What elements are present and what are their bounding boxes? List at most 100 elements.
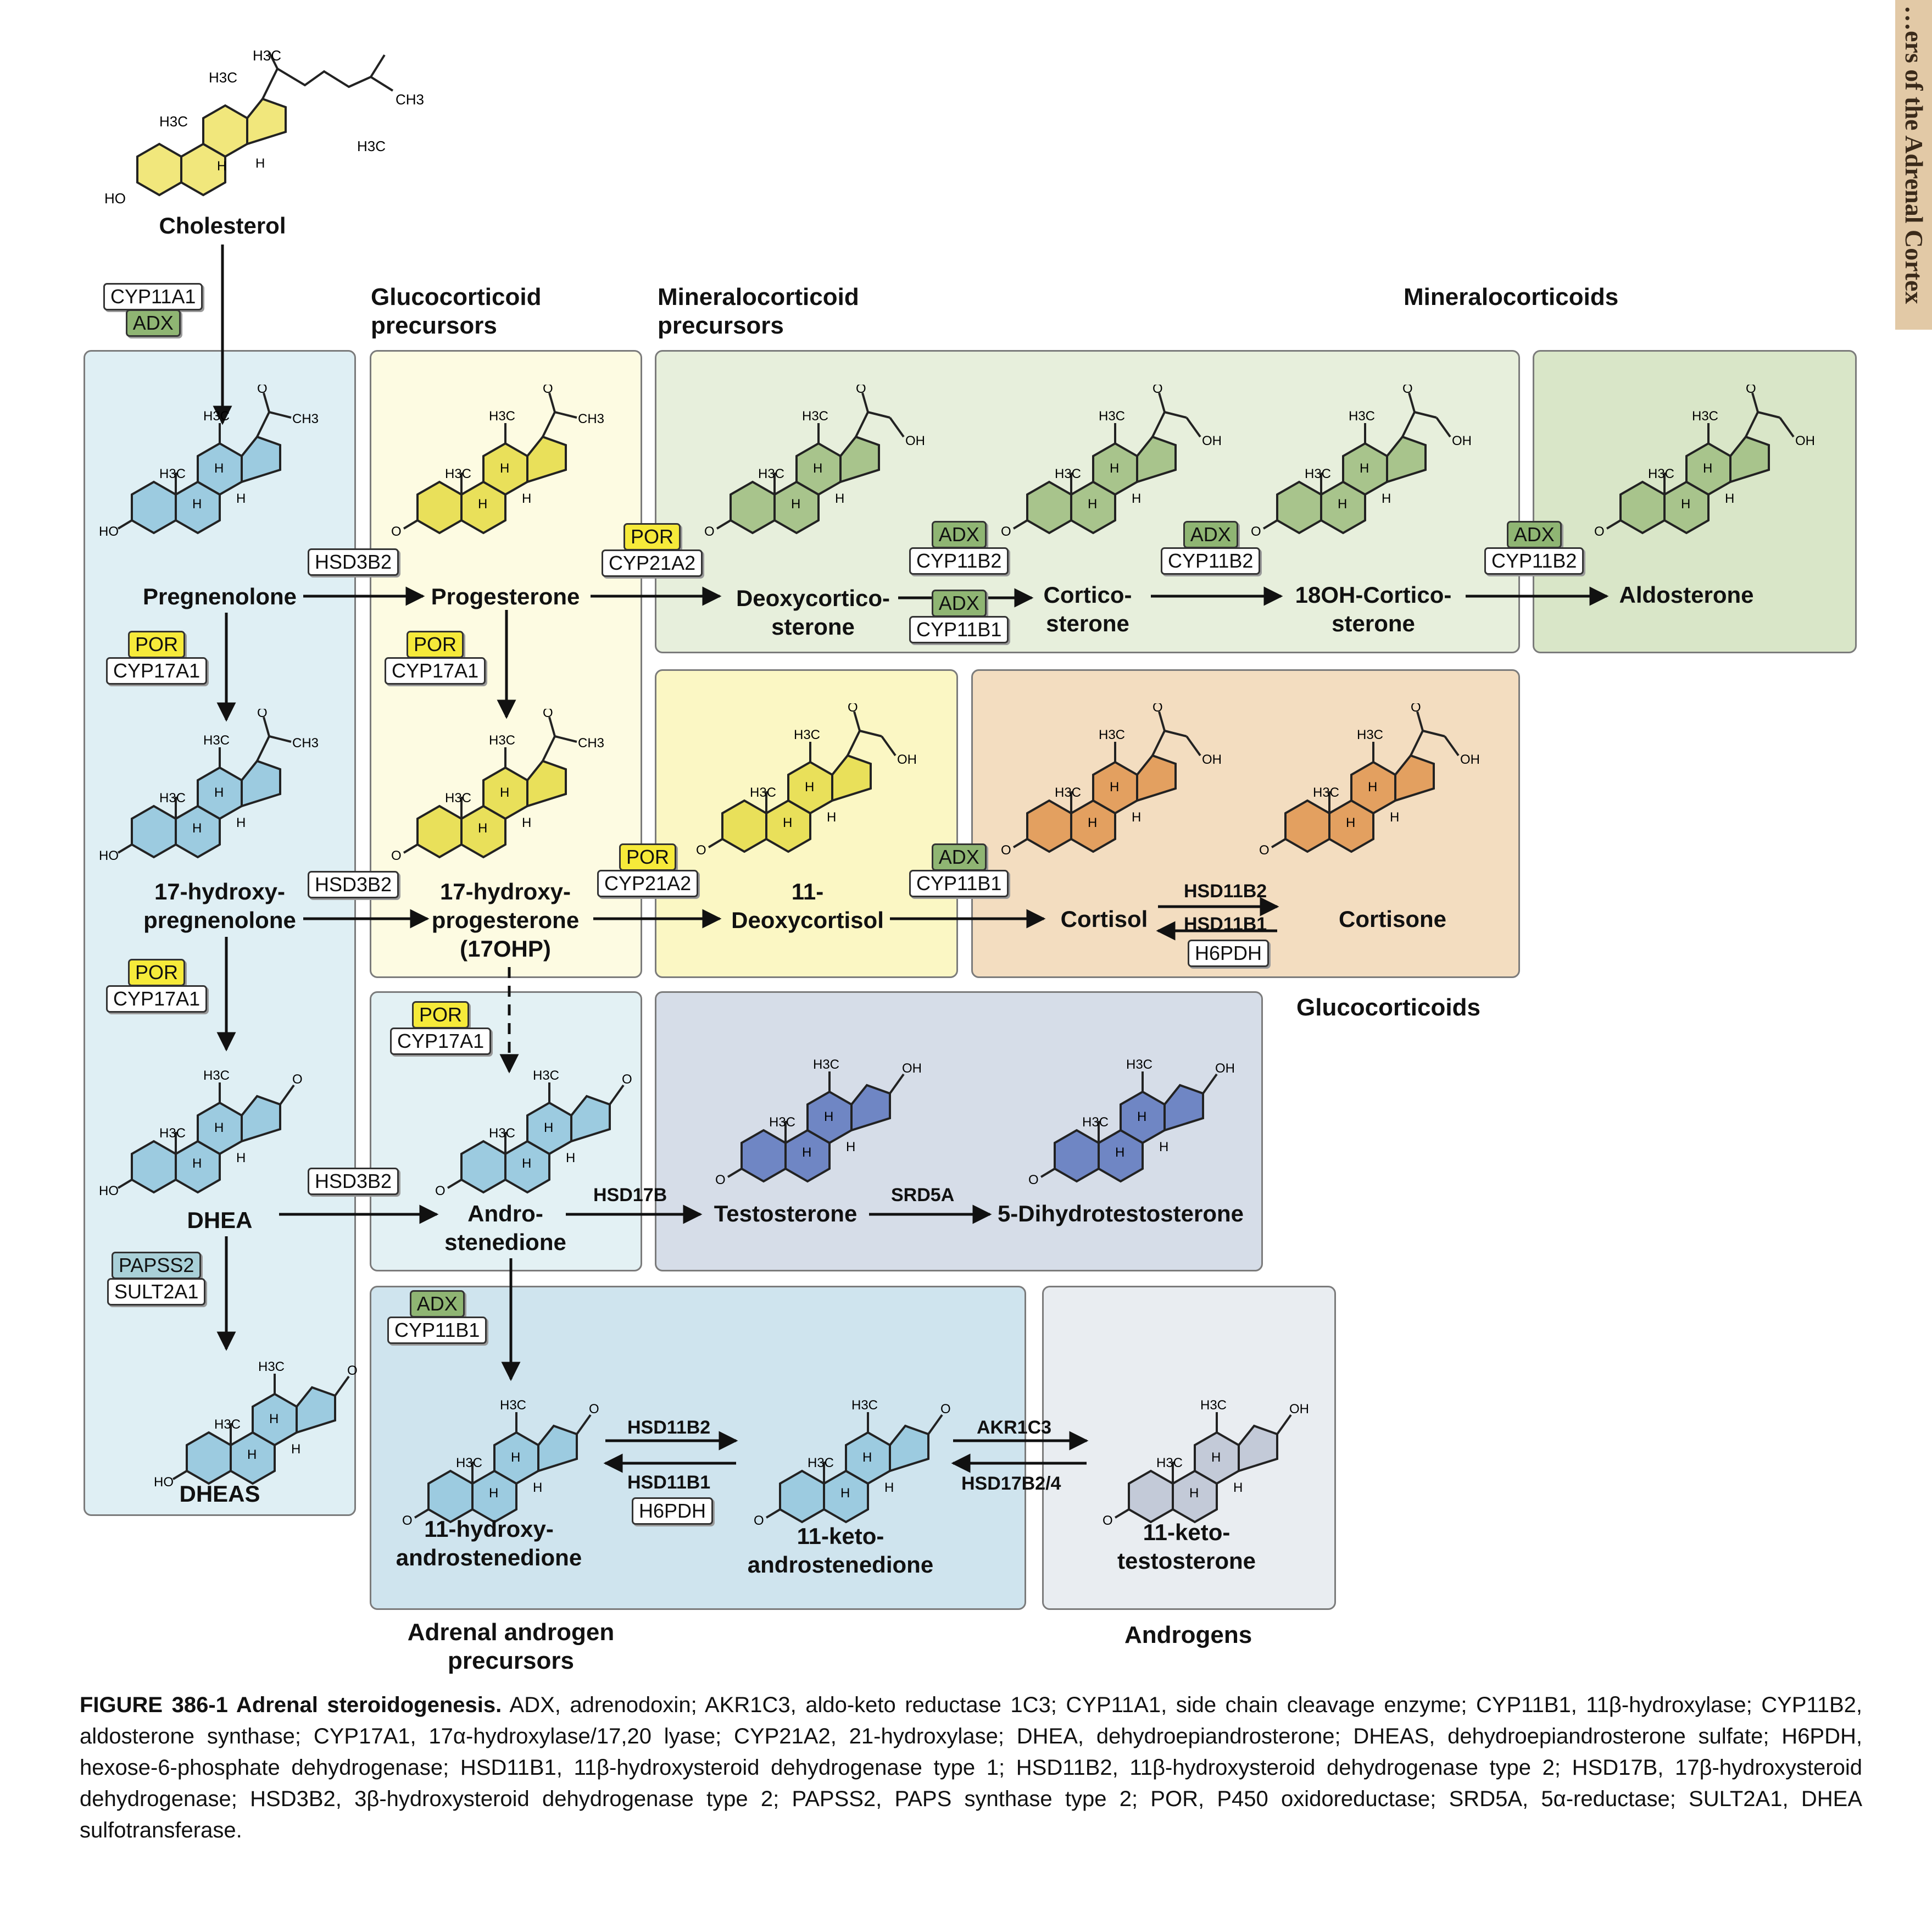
compound-5-dihydrotestosterone: 5-Dihydrotestosterone	[997, 1201, 1244, 1226]
atom-label: H	[192, 497, 202, 512]
dht-structure: O H3C H3C H H H OH	[1028, 1057, 1235, 1187]
h3c-label: H3C	[357, 138, 386, 154]
chapter-side-tab: …ers of the Adrenal Cortex	[1895, 0, 1932, 330]
enzyme-label-akr1c3: AKR1C3	[977, 1417, 1052, 1438]
enzyme-group-cyp17a1-c: POR CYP17A1	[385, 631, 486, 685]
atom-label: H3C	[750, 785, 776, 800]
atom-label: H	[522, 1156, 531, 1171]
enzyme-cyp11b1: CYP11B1	[909, 616, 1009, 643]
atom-label: H	[1360, 461, 1369, 476]
enzyme-adx: ADX	[125, 309, 181, 337]
enzyme-sult2a1: SULT2A1	[107, 1278, 206, 1306]
atom-label: H3C	[1200, 1398, 1227, 1413]
enzyme-label-hsd11b1-androgen: HSD11B1	[627, 1472, 711, 1493]
enzyme-hsd3b2: HSD3B2	[308, 1168, 399, 1195]
atom-label: H3C	[851, 1398, 878, 1413]
atom-label: H	[1211, 1450, 1221, 1465]
atom-label: OH	[897, 752, 917, 767]
atom-label: O	[1152, 385, 1163, 396]
atom-label: H3C	[533, 1068, 559, 1083]
atom-label: O	[940, 1402, 951, 1417]
compound-pregnenolone: Pregnenolone	[142, 584, 297, 609]
atom-label: H	[1088, 497, 1097, 512]
atom-label: OH	[1202, 752, 1222, 767]
atom-label: O	[1746, 385, 1756, 396]
atom-label: O	[1001, 843, 1011, 858]
atom-label: O	[1402, 385, 1413, 396]
atom-label: H3C	[1099, 409, 1125, 424]
atom-label: H3C	[1357, 727, 1383, 742]
atom-label: H	[791, 497, 800, 512]
enzyme-group-h6pdh-b: H6PDH	[632, 1497, 714, 1525]
atom-label: H3C	[445, 791, 471, 806]
section-mineralocorticoids: Mineralocorticoids	[1404, 284, 1619, 310]
enzyme-group-cyp11b1-c: ADX CYP11B1	[387, 1290, 487, 1344]
atom-label: HO	[154, 1475, 174, 1490]
enzyme-cyp17a1: CYP17A1	[385, 657, 486, 685]
atom-label: O	[1028, 1173, 1039, 1187]
compound-18oh-corticosterone: 18OH-Cortico-sterone	[1295, 582, 1452, 636]
atom-label: H	[214, 785, 224, 800]
enzyme-cyp21a2: CYP21A2	[597, 870, 699, 897]
section-glucocorticoid-precursors: Glucocorticoid precursors	[371, 284, 542, 339]
enzyme-adx: ADX	[931, 590, 987, 617]
enzyme-group-cyp17a1-d: POR CYP17A1	[390, 1001, 492, 1055]
enzyme-group-cyp21a2-a: POR CYP21A2	[602, 523, 703, 577]
compound-dheas: DHEAS	[179, 1481, 260, 1507]
atom-label: H	[478, 497, 487, 512]
atom-label: H	[1132, 491, 1141, 506]
atom-label: O	[754, 1513, 764, 1528]
atom-label: O	[1594, 524, 1605, 539]
enzyme-h6pdh: H6PDH	[1188, 940, 1270, 967]
atom-label: H3C	[1692, 409, 1718, 424]
compound-progesterone: Progesterone	[431, 584, 580, 609]
enzyme-cyp17a1: CYP17A1	[390, 1028, 492, 1055]
atom-label: H	[533, 1480, 542, 1495]
atom-label: H	[236, 491, 246, 506]
atom-label: O	[1001, 524, 1011, 539]
atom-label: H	[862, 1450, 872, 1465]
atom-label: H	[1233, 1480, 1243, 1495]
atom-label: CH3	[578, 412, 604, 426]
enzyme-adx: ADX	[1183, 521, 1238, 548]
enzyme-label-hsd17b: HSD17B	[593, 1185, 667, 1206]
enzyme-group-hsd3b2-b: HSD3B2	[308, 871, 399, 898]
atom-label: H	[1725, 491, 1734, 506]
enzyme-por: POR	[407, 631, 464, 658]
enzyme-label-hsd11b2-androgen: HSD11B2	[627, 1417, 711, 1438]
atom-label: H	[192, 1156, 202, 1171]
atom-label: HO	[99, 848, 119, 863]
h3c-label: H3C	[209, 69, 237, 86]
atom-label: H	[1088, 815, 1097, 830]
atom-label: H3C	[1349, 409, 1375, 424]
enzyme-group-cyp11b2-b: ADX CYP11B2	[1161, 521, 1261, 575]
atom-label: H	[544, 1120, 553, 1135]
enzyme-adx: ADX	[1506, 521, 1562, 548]
atom-label: H	[805, 780, 814, 795]
enzyme-cyp17a1: CYP17A1	[106, 985, 208, 1013]
atom-label: O	[402, 1513, 413, 1528]
enzyme-group-cyp11b1-b: ADX CYP11B1	[909, 843, 1009, 897]
enzyme-por: POR	[619, 843, 677, 871]
atom-label: H3C	[214, 1417, 241, 1432]
atom-label: H3C	[1313, 785, 1339, 800]
enzyme-label-hsd11b2-cortisol: HSD11B2	[1184, 881, 1267, 902]
compound-deoxycorticosterone: Deoxycortico-sterone	[736, 585, 890, 640]
atom-label: OH	[1452, 434, 1472, 448]
atom-label: HO	[99, 524, 119, 539]
atom-label: O	[1259, 843, 1270, 858]
compound-11-deoxycortisol: 11- Deoxycortisol	[731, 879, 884, 933]
androstenedione-structure: O H3C H3C H H H O	[435, 1068, 632, 1198]
atom-label: H3C	[769, 1115, 795, 1130]
atom-label: O	[848, 703, 858, 715]
atom-label: HO	[99, 1184, 119, 1198]
enzyme-por: POR	[623, 523, 681, 551]
